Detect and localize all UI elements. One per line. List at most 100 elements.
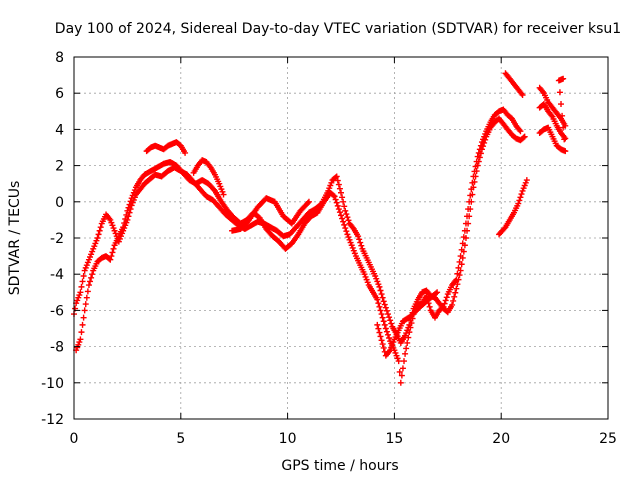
data-point bbox=[376, 283, 383, 290]
data-point bbox=[346, 236, 353, 243]
data-point bbox=[382, 325, 389, 332]
axis-layer: 0 5 10 15 20 25 -12 -10 -8 -6 -4 -2 0 2 4 6 8 bbox=[41, 50, 617, 447]
data-point bbox=[472, 163, 479, 170]
x-tick-label: 15 bbox=[385, 431, 403, 447]
data-point bbox=[74, 344, 81, 351]
data-point bbox=[395, 358, 402, 365]
data-point bbox=[334, 202, 341, 209]
data-point bbox=[327, 182, 334, 189]
data-point bbox=[345, 217, 352, 224]
y-tick-label: -12 bbox=[41, 412, 64, 428]
data-point bbox=[464, 213, 471, 220]
data-point bbox=[128, 195, 135, 202]
data-point bbox=[383, 328, 390, 335]
data-point bbox=[357, 239, 364, 246]
track-upper-c bbox=[536, 101, 569, 142]
data-point bbox=[405, 334, 412, 341]
data-point bbox=[338, 212, 344, 219]
data-point bbox=[333, 173, 340, 180]
data-point bbox=[342, 225, 349, 232]
data-point bbox=[339, 215, 346, 222]
data-point bbox=[451, 293, 458, 300]
data-point bbox=[473, 158, 480, 165]
track-bump-c bbox=[229, 195, 312, 234]
track-upper-a bbox=[502, 70, 526, 99]
data-point bbox=[340, 198, 347, 205]
data-point bbox=[453, 285, 460, 292]
data-point bbox=[81, 267, 88, 274]
data-point bbox=[390, 339, 397, 346]
data-point bbox=[355, 233, 362, 240]
data-point bbox=[84, 288, 91, 295]
data-point bbox=[423, 292, 430, 299]
data-point bbox=[501, 225, 508, 232]
data-point bbox=[378, 291, 385, 298]
data-point bbox=[461, 227, 468, 234]
data-point bbox=[443, 294, 450, 301]
track-upper-d bbox=[536, 75, 569, 155]
track-bump-b bbox=[190, 157, 227, 198]
x-tick-label: 5 bbox=[176, 431, 185, 447]
data-point bbox=[343, 228, 350, 235]
data-point bbox=[83, 294, 90, 301]
data-point bbox=[375, 325, 382, 332]
data-point bbox=[388, 344, 395, 351]
data-point bbox=[326, 185, 333, 192]
data-point bbox=[458, 246, 465, 253]
data-point bbox=[466, 198, 473, 205]
data-point bbox=[393, 352, 400, 359]
y-tick-label: -4 bbox=[50, 267, 64, 283]
data-point bbox=[90, 245, 97, 252]
data-point bbox=[220, 191, 227, 198]
data-layer bbox=[71, 70, 569, 386]
data-point bbox=[560, 124, 567, 131]
data-point bbox=[305, 198, 312, 205]
x-tick-label: 0 bbox=[70, 431, 79, 447]
data-point bbox=[401, 358, 408, 365]
x-tick-label: 10 bbox=[279, 431, 297, 447]
data-point bbox=[380, 318, 387, 325]
data-point bbox=[454, 270, 461, 277]
data-point bbox=[449, 301, 456, 308]
data-point bbox=[110, 245, 117, 252]
data-point bbox=[389, 341, 396, 348]
data-point bbox=[380, 344, 387, 351]
data-point bbox=[469, 179, 476, 186]
data-point bbox=[338, 189, 344, 196]
data-point bbox=[89, 248, 96, 255]
data-point bbox=[460, 234, 467, 241]
y-tick-label: -8 bbox=[50, 340, 64, 356]
data-point bbox=[387, 317, 394, 324]
track-bump-a bbox=[143, 139, 189, 156]
data-point bbox=[351, 250, 358, 257]
data-point bbox=[375, 300, 382, 307]
data-point bbox=[378, 311, 385, 318]
data-point bbox=[440, 303, 447, 310]
data-point bbox=[107, 216, 114, 223]
data-point bbox=[74, 297, 81, 304]
data-point bbox=[95, 231, 102, 238]
data-point bbox=[349, 244, 356, 251]
data-point bbox=[75, 294, 82, 301]
y-tick-label: 6 bbox=[55, 86, 64, 102]
data-point bbox=[520, 185, 527, 192]
data-point bbox=[381, 301, 388, 308]
track-dropout bbox=[374, 289, 441, 359]
data-point bbox=[397, 379, 404, 386]
data-point bbox=[480, 136, 487, 143]
data-point bbox=[515, 200, 522, 207]
data-point bbox=[562, 135, 569, 142]
data-point bbox=[399, 365, 406, 372]
data-point bbox=[82, 264, 89, 271]
data-point bbox=[108, 253, 115, 260]
data-point bbox=[122, 215, 129, 222]
data-point bbox=[87, 254, 94, 261]
data-point bbox=[388, 320, 395, 327]
data-point bbox=[92, 240, 99, 247]
data-point bbox=[378, 337, 385, 344]
data-point bbox=[376, 329, 383, 336]
data-point bbox=[379, 341, 386, 348]
data-point bbox=[380, 298, 387, 305]
data-point bbox=[79, 321, 86, 328]
